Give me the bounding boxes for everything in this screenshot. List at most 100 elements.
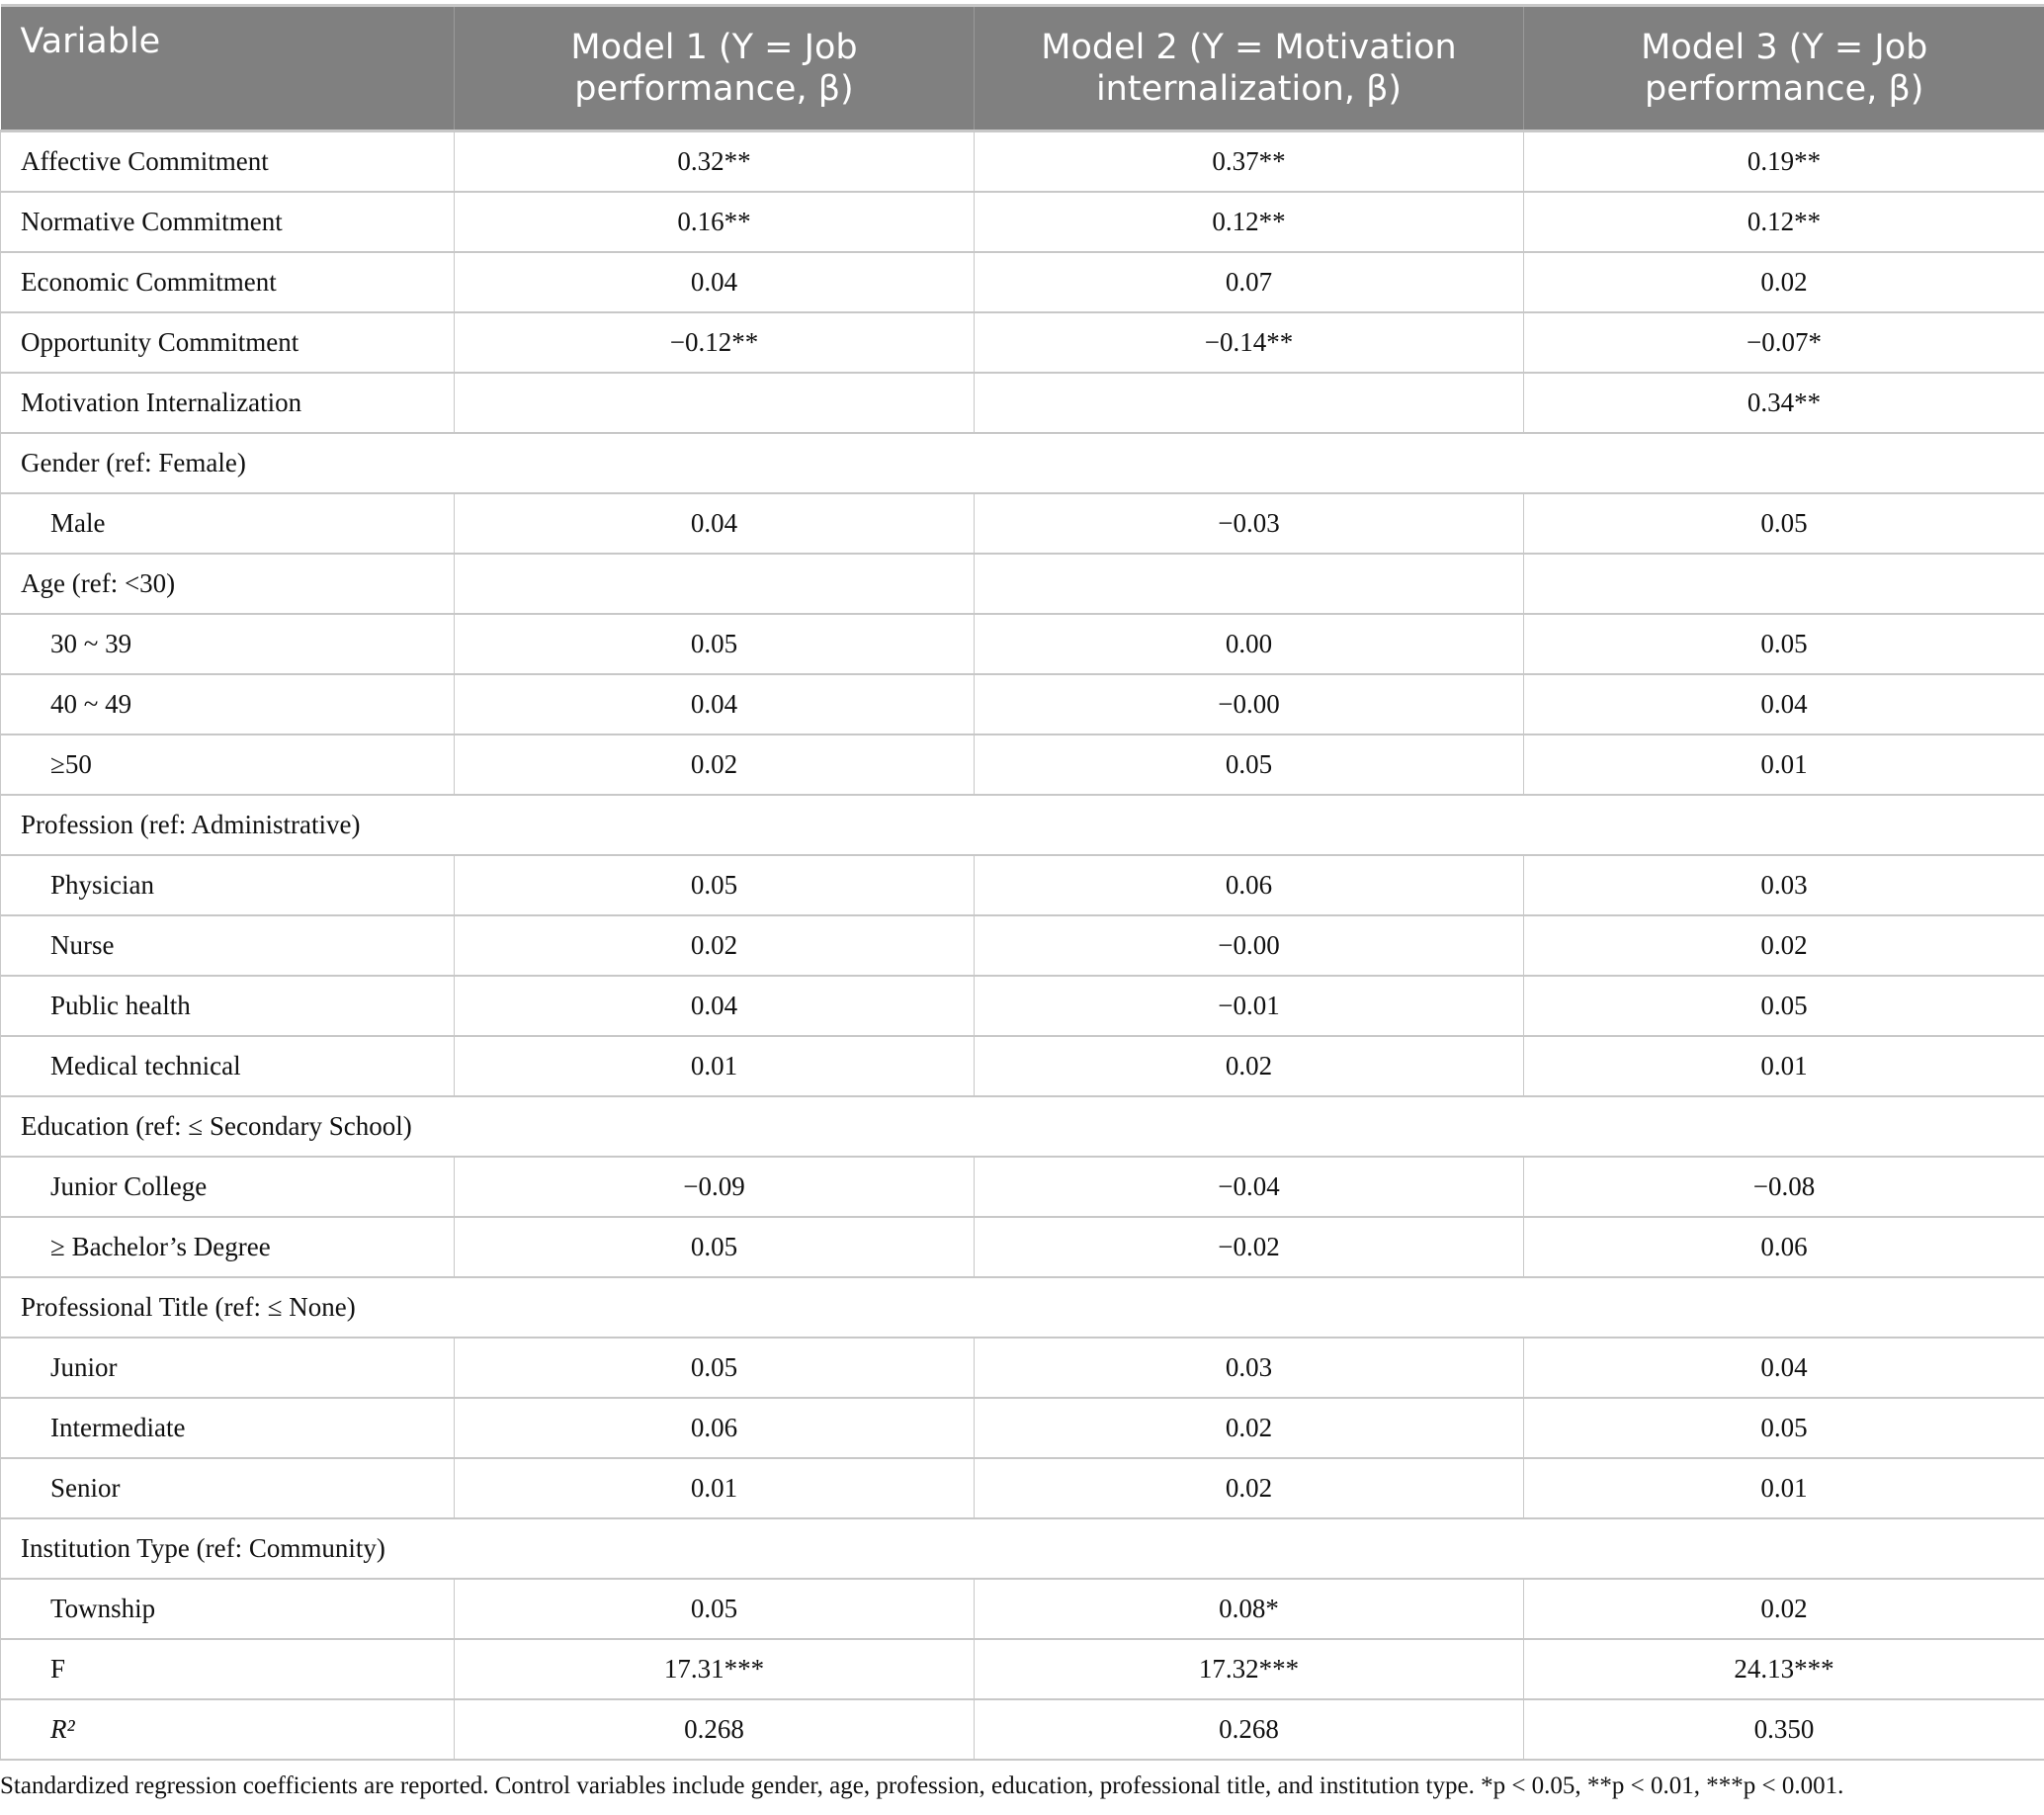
model-1-value: 0.02 [454,915,975,977]
table-row: Medical technical 0.01 0.02 0.01 [0,1036,2044,1097]
table-row: 40 ~ 49 0.04 −0.00 0.04 [0,674,2044,735]
model-3-value: 0.05 [1523,614,2044,675]
table-row: Normative Commitment 0.16** 0.12** 0.12** [0,192,2044,253]
table-row: Opportunity Commitment −0.12** −0.14** −0.0… [0,312,2044,374]
row-label: 40 ~ 49 [0,674,455,735]
model-2-value: 0.03 [974,1338,1524,1399]
model-1-value: 17.31*** [454,1639,975,1700]
model-3-value: 0.04 [1523,674,2044,735]
model-3-value: −0.08 [1523,1157,2044,1218]
model-1-value: 0.04 [454,674,975,735]
row-label: Education (ref: ≤ Secondary School) [0,1096,2044,1158]
table-row: Junior College −0.09 −0.04 −0.08 [0,1157,2044,1218]
table-row: Physician 0.05 0.06 0.03 [0,855,2044,916]
table-row: ≥50 0.02 0.05 0.01 [0,735,2044,796]
model-3-value: 0.05 [1523,976,2044,1037]
row-label: Intermediate [0,1398,455,1459]
row-label: Economic Commitment [0,252,455,313]
row-label: 30 ~ 39 [0,614,455,675]
model-2-value: −0.03 [974,493,1524,555]
row-label: Profession (ref: Administrative) [0,795,2044,856]
model-1-value: 0.02 [454,735,975,796]
model-3-value: 0.04 [1523,1338,2044,1399]
model-1-value: 0.04 [454,252,975,313]
row-label: Opportunity Commitment [0,312,455,374]
row-label: Nurse [0,915,455,977]
model-2-value: −0.04 [974,1157,1524,1218]
row-label: Normative Commitment [0,192,455,253]
row-label: Affective Commitment [0,130,455,193]
model-3-value: 0.34** [1523,373,2044,434]
table-row: Age (ref: <30) [0,554,2044,615]
row-label: Gender (ref: Female) [0,433,2044,494]
model-1-value: 0.05 [454,1579,975,1640]
table-row: Motivation Internalization 0.34** [0,373,2044,434]
group-header-row: Institution Type (ref: Community) [0,1518,2044,1580]
table-row: R² 0.268 0.268 0.350 [0,1699,2044,1761]
header-variable: Variable [0,4,455,132]
model-3-value: 0.05 [1523,493,2044,555]
group-header-row: Gender (ref: Female) [0,433,2044,494]
row-label: Junior [0,1338,455,1399]
table-row: Economic Commitment 0.04 0.07 0.02 [0,252,2044,313]
table-row: ≥ Bachelor’s Degree 0.05 −0.02 0.06 [0,1217,2044,1278]
model-1-value: 0.04 [454,976,975,1037]
table-row: Intermediate 0.06 0.02 0.05 [0,1398,2044,1459]
table-row: Public health 0.04 −0.01 0.05 [0,976,2044,1037]
model-1-value: −0.12** [454,312,975,374]
group-header-row: Professional Title (ref: ≤ None) [0,1277,2044,1339]
model-1-value: 0.05 [454,614,975,675]
model-1-value: 0.01 [454,1458,975,1519]
table-row: Township 0.05 0.08* 0.02 [0,1579,2044,1640]
model-3-value: 0.06 [1523,1217,2044,1278]
model-2-value: 0.08* [974,1579,1524,1640]
model-2-value: 0.02 [974,1398,1524,1459]
model-3-value: 0.02 [1523,252,2044,313]
table-row: Male 0.04 −0.03 0.05 [0,493,2044,555]
model-3-value: 0.01 [1523,1458,2044,1519]
model-2-value [974,554,1524,615]
model-2-value: 0.00 [974,614,1524,675]
model-2-value: −0.02 [974,1217,1524,1278]
row-label: Physician [0,855,455,916]
model-2-value: −0.00 [974,915,1524,977]
model-1-value [454,373,975,434]
model-1-value: 0.01 [454,1036,975,1097]
model-3-value: 0.01 [1523,1036,2044,1097]
group-header-row: Profession (ref: Administrative) [0,795,2044,856]
row-label: Age (ref: <30) [0,554,455,615]
model-2-value: −0.01 [974,976,1524,1037]
table-row: F 17.31*** 17.32*** 24.13*** [0,1639,2044,1700]
model-2-value: 0.12** [974,192,1524,253]
model-3-value: 0.05 [1523,1398,2044,1459]
model-2-value: 17.32*** [974,1639,1524,1700]
model-3-value: 0.01 [1523,735,2044,796]
row-label: F [0,1639,455,1700]
row-label: Township [0,1579,455,1640]
table-row: Senior 0.01 0.02 0.01 [0,1458,2044,1519]
row-label: ≥ Bachelor’s Degree [0,1217,455,1278]
model-3-value [1523,554,2044,615]
header-model-1: Model 1 (Y = Job performance, β) [454,4,975,132]
table-row: Nurse 0.02 −0.00 0.02 [0,915,2044,977]
model-1-value: 0.06 [454,1398,975,1459]
model-2-value: 0.02 [974,1458,1524,1519]
regression-table: Variable Model 1 (Y = Job performance, β… [0,4,2044,1761]
model-3-value: 0.03 [1523,855,2044,916]
table-row: 30 ~ 39 0.05 0.00 0.05 [0,614,2044,675]
row-label: Senior [0,1458,455,1519]
model-2-value: −0.00 [974,674,1524,735]
header-model-3: Model 3 (Y = Job performance, β) [1523,4,2044,132]
table-row: Junior 0.05 0.03 0.04 [0,1338,2044,1399]
model-2-value: 0.02 [974,1036,1524,1097]
table-body: Affective Commitment 0.32** 0.37** 0.19** No… [0,130,2044,1761]
row-label: Motivation Internalization [0,373,455,434]
model-1-value: −0.09 [454,1157,975,1218]
model-3-value: 0.02 [1523,915,2044,977]
row-label: R² [0,1699,455,1761]
model-1-value: 0.05 [454,1338,975,1399]
model-1-value: 0.268 [454,1699,975,1761]
model-3-value: 0.02 [1523,1579,2044,1640]
row-label: ≥50 [0,735,455,796]
model-1-value: 0.05 [454,855,975,916]
